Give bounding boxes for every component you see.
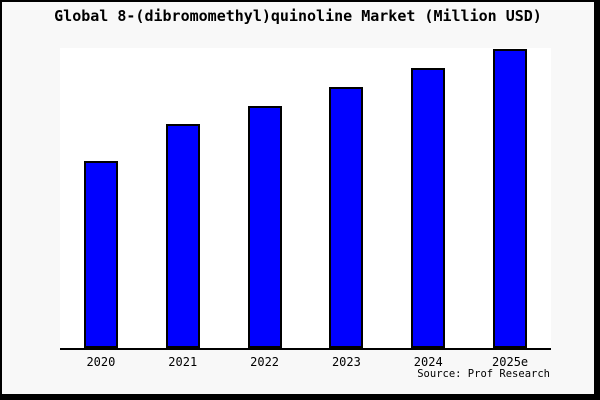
x-tick-label-2021: 2021 <box>168 355 198 369</box>
x-axis-labels: 2020 2021 2022 2023 2024 2025e <box>60 355 551 371</box>
chart-title: Global 8-(dibromomethyl)quinoline Market… <box>54 7 542 25</box>
x-tick-label-2020: 2020 <box>86 355 116 369</box>
bar-2023 <box>329 87 363 348</box>
bar-2025e <box>493 49 527 348</box>
bar-2021 <box>166 124 200 348</box>
x-tick-label-2025e: 2025e <box>492 355 529 369</box>
bar-2022 <box>248 106 282 348</box>
x-tick-label-2024: 2024 <box>413 355 443 369</box>
bar-2020 <box>84 161 118 348</box>
x-tick-label-2022: 2022 <box>250 355 280 369</box>
x-tick-label-2023: 2023 <box>331 355 361 369</box>
source-note: Source: Prof Research <box>417 368 550 380</box>
bar-2024 <box>411 68 445 348</box>
plot-area <box>60 48 551 350</box>
